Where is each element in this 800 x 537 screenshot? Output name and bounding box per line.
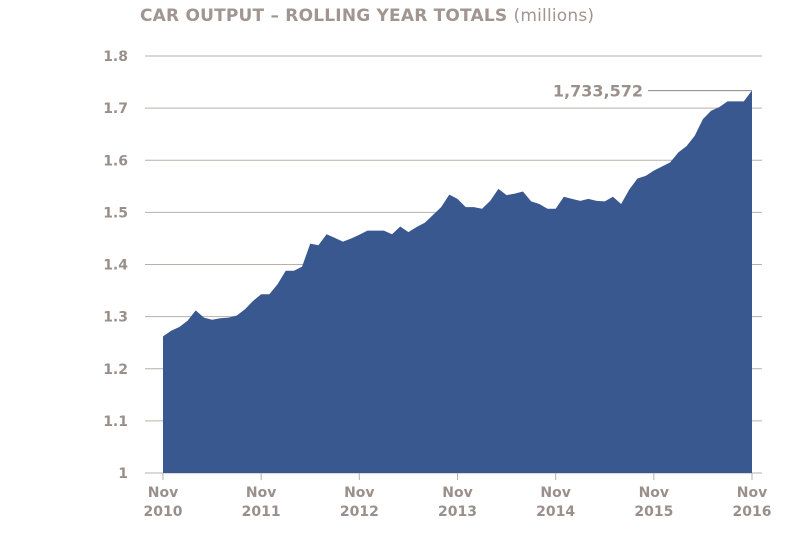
x-tick-label-month: Nov	[246, 485, 276, 501]
y-tick-label: 1.7	[103, 101, 128, 117]
y-tick-label: 1.8	[103, 49, 128, 65]
x-tick-label-year: 2013	[438, 504, 477, 520]
annotation-label: 1,733,572	[553, 82, 643, 101]
y-tick-label: 1.6	[103, 153, 128, 169]
y-tick-label: 1.1	[103, 414, 128, 430]
y-tick-label: 1.2	[103, 362, 128, 378]
x-tick-label-month: Nov	[442, 485, 472, 501]
y-tick-label: 1.5	[103, 205, 128, 221]
y-tick-label: 1.3	[103, 310, 128, 326]
chart-title-text: CAR OUTPUT – ROLLING YEAR TOTALS	[140, 6, 508, 26]
x-tick-label-month: Nov	[344, 485, 374, 501]
x-tick-label-year: 2016	[733, 504, 772, 520]
x-tick-label-month: Nov	[148, 485, 178, 501]
x-tick-label-month: Nov	[639, 485, 669, 501]
chart-unit: (millions)	[513, 6, 595, 26]
x-tick-label-year: 2012	[340, 504, 379, 520]
x-tick-label-month: Nov	[737, 485, 767, 501]
x-tick-label-year: 2015	[634, 504, 673, 520]
chart-title: CAR OUTPUT – ROLLING YEAR TOTALS (millio…	[140, 6, 594, 26]
y-tick-label: 1.4	[103, 258, 128, 274]
x-tick-label-month: Nov	[540, 485, 570, 501]
area-series	[163, 90, 752, 474]
x-tick-label-year: 2014	[536, 504, 575, 520]
y-tick-label: 1	[118, 466, 128, 482]
x-tick-label-year: 2010	[144, 504, 183, 520]
x-tick-label-year: 2011	[242, 504, 281, 520]
